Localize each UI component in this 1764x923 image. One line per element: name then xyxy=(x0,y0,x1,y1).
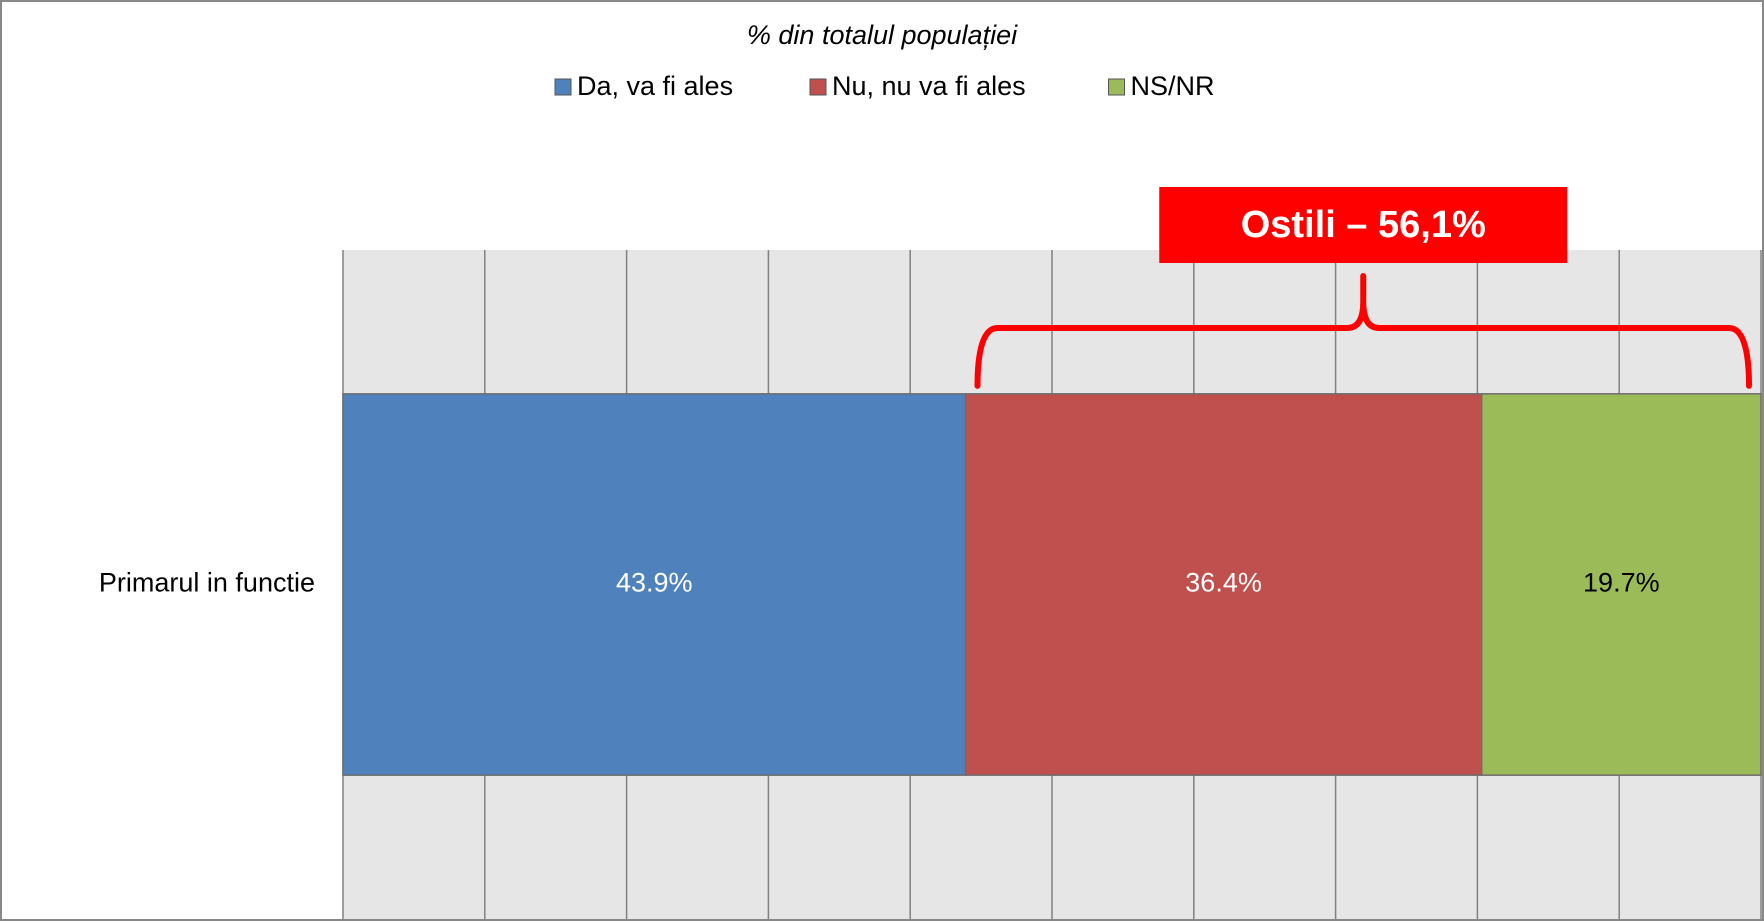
legend-swatch xyxy=(554,78,572,96)
data-label: 19.7% xyxy=(1583,568,1660,598)
legend-swatch xyxy=(1108,78,1125,96)
annotation-box xyxy=(1159,187,1568,263)
legend-label: NS/NR xyxy=(1131,71,1215,101)
legend-swatch xyxy=(809,78,827,96)
bar-segment xyxy=(342,393,967,776)
data-label: 43.9% xyxy=(616,568,693,598)
chart-title: % din totalul populației xyxy=(747,20,1018,50)
y-tick-label: Primarul in functie xyxy=(99,568,315,598)
bar-segment xyxy=(1480,393,1762,776)
annotation-text: Ostili – 56,1% xyxy=(1241,204,1486,246)
data-label: 36.4% xyxy=(1185,568,1262,598)
brace xyxy=(974,273,1752,389)
bar-segment xyxy=(964,393,1483,776)
legend-label: Nu, nu va fi ales xyxy=(832,71,1026,101)
legend-label: Da, va fi ales xyxy=(577,71,733,101)
